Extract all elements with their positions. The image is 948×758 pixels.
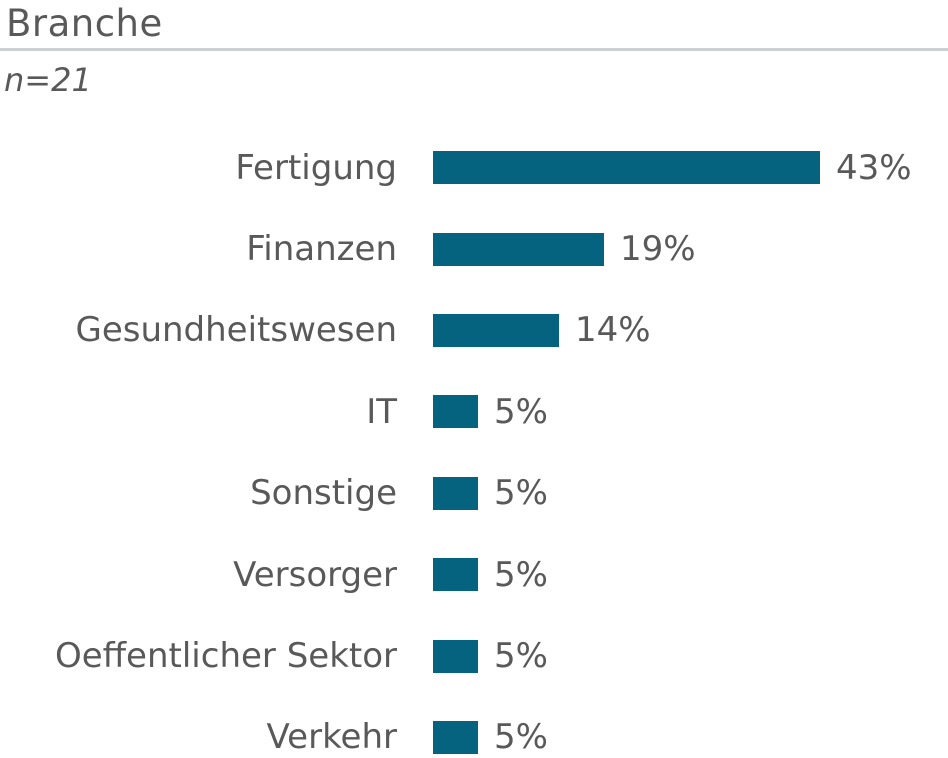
bar (433, 151, 820, 185)
bar (433, 558, 478, 592)
value-label: 5% (494, 391, 548, 432)
category-label: Oeffentlicher Sektor (54, 636, 397, 677)
category-label: Sonstige (250, 473, 397, 514)
category-label: Finanzen (246, 229, 397, 270)
value-label: 5% (494, 473, 548, 514)
chart-row: Verkehr 5% (0, 697, 948, 758)
category-label: IT (366, 391, 397, 432)
value-label: 19% (620, 229, 696, 270)
sample-size-note: n=21 (4, 61, 92, 99)
category-label: Fertigung (235, 147, 397, 188)
category-label: Versorger (233, 554, 397, 595)
chart-row: Sonstige 5% (0, 453, 948, 534)
category-label: Gesundheitswesen (75, 310, 397, 351)
bar (433, 395, 478, 429)
value-label: 14% (575, 310, 651, 351)
value-label: 43% (836, 147, 912, 188)
chart-row: Gesundheitswesen 14% (0, 290, 948, 371)
bar (433, 639, 478, 673)
bar (433, 313, 559, 347)
bar (433, 476, 478, 510)
bar (433, 232, 604, 266)
chart-row: Versorger 5% (0, 534, 948, 615)
chart-row: Fertigung 43% (0, 127, 948, 208)
value-label: 5% (494, 636, 548, 677)
chart-row: Oeffentlicher Sektor 5% (0, 615, 948, 696)
value-label: 5% (494, 554, 548, 595)
title-divider (0, 48, 948, 51)
page-title: Branche (6, 2, 163, 45)
value-label: 5% (494, 717, 548, 758)
category-label: Verkehr (266, 717, 397, 758)
chart-row: IT 5% (0, 371, 948, 452)
bar-chart: Fertigung 43% Finanzen 19% Gesundheitswe… (0, 127, 948, 758)
bar (433, 720, 478, 754)
chart-row: Finanzen 19% (0, 208, 948, 289)
